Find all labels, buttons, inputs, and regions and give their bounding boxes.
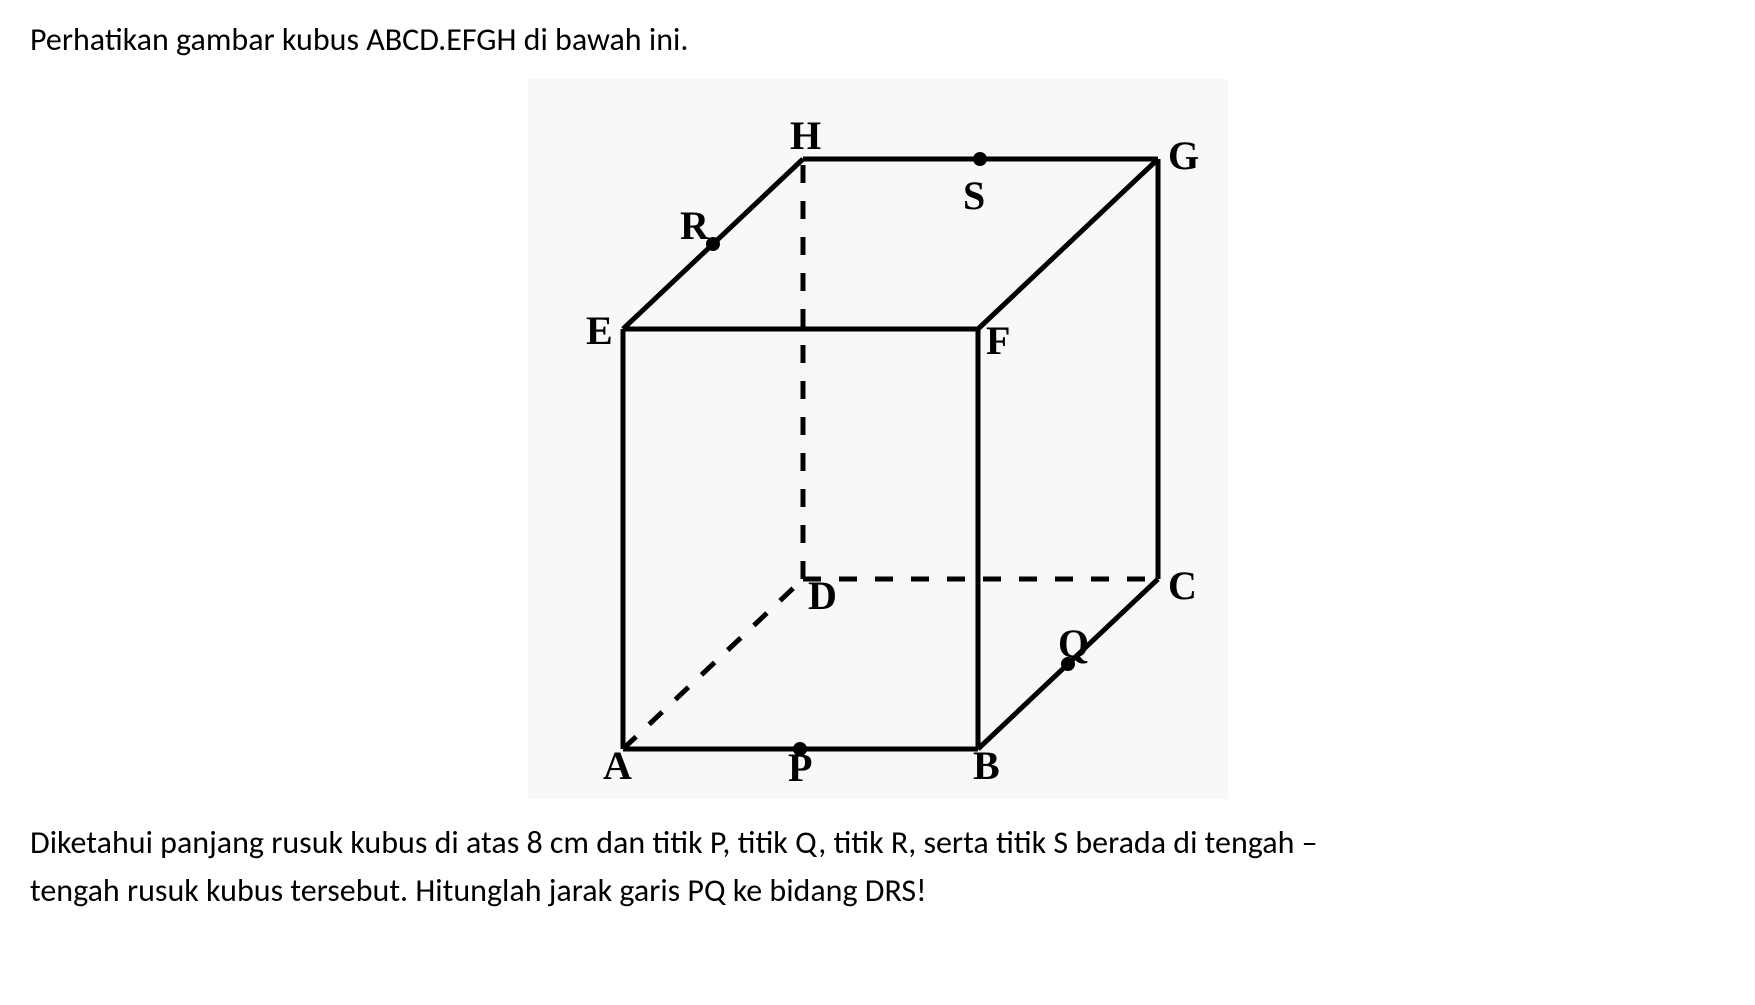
midpoint-label-S: S (963, 173, 985, 218)
figure-container: A B C D E F G H P Q R S (30, 79, 1725, 799)
vertex-label-B: B (973, 743, 1000, 788)
midpoint-label-R: R (680, 203, 710, 248)
cube-figure: A B C D E F G H P Q R S (528, 79, 1228, 799)
vertex-label-D: D (808, 573, 837, 618)
vertex-label-E: E (586, 308, 613, 353)
edge-AD (623, 579, 803, 749)
question-text-top: Perhatikan gambar kubus ABCD.EFGH di baw… (30, 20, 1725, 59)
midpoint-S (973, 152, 987, 166)
question-line-1: Diketahui panjang rusuk kubus di atas 8 … (30, 823, 1318, 862)
vertex-label-H: H (790, 113, 821, 158)
question-line-2: tengah rusuk kubus tersebut. Hitunglah j… (30, 871, 927, 910)
edge-FG (978, 159, 1158, 329)
midpoint-label-Q: Q (1058, 621, 1089, 666)
vertex-label-C: C (1168, 563, 1197, 608)
cube-midpoint-labels: P Q R S (680, 173, 1089, 790)
vertex-label-G: G (1168, 133, 1199, 178)
midpoint-label-P: P (788, 745, 812, 790)
cube-midpoints (706, 152, 1075, 756)
question-text-bottom: Diketahui panjang rusuk kubus di atas 8 … (30, 819, 1725, 915)
cube-svg: A B C D E F G H P Q R S (528, 79, 1228, 799)
vertex-label-A: A (603, 743, 632, 788)
cube-vertex-labels: A B C D E F G H (586, 113, 1199, 788)
vertex-label-F: F (986, 318, 1010, 363)
